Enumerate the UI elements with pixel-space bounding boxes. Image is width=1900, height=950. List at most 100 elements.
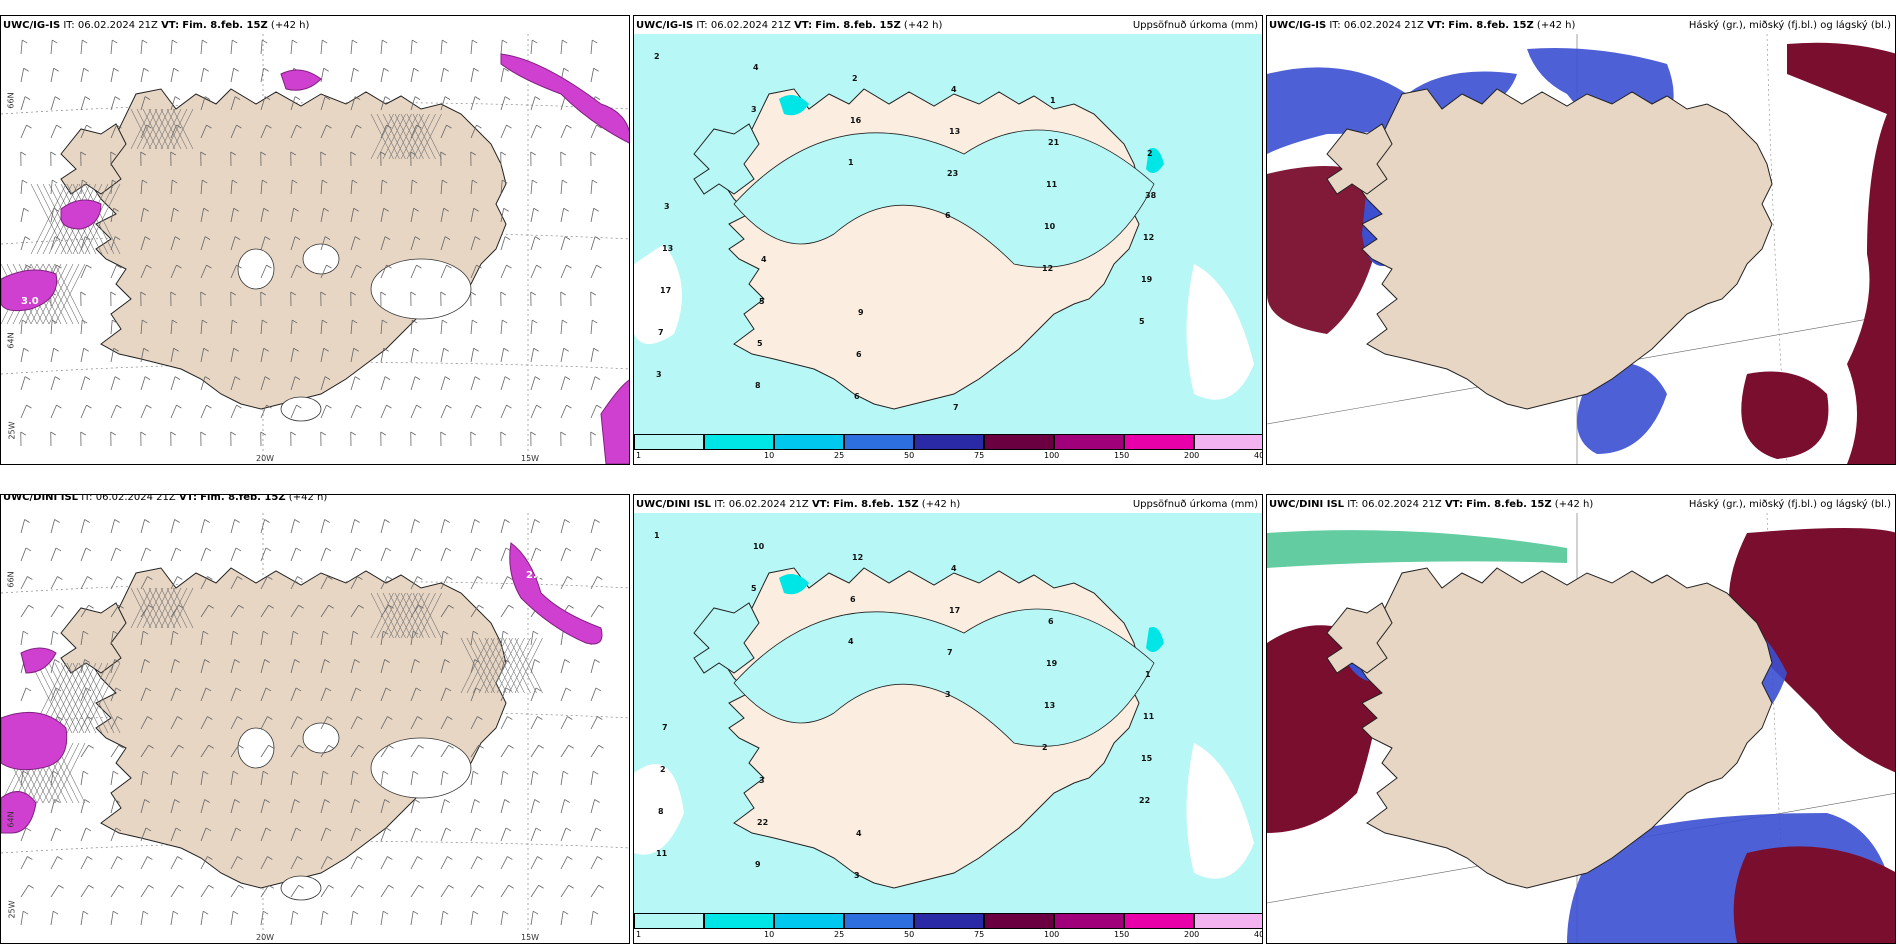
hatch-line — [72, 662, 109, 734]
wind-barb-flag — [172, 910, 179, 915]
panel-title: UWC/IG-IS IT: 06.02.2024 21Z VT: Fim. 8.… — [1269, 20, 1576, 31]
wind-barb — [410, 716, 418, 730]
wind-barb-flag — [264, 236, 271, 240]
wind-barb — [320, 180, 323, 195]
precip-value-label: 5 — [751, 584, 757, 593]
precip-value-label: 23 — [947, 169, 958, 178]
wind-barb-flag — [50, 151, 56, 156]
wind-barb — [110, 40, 113, 55]
wind-barb-flag — [565, 827, 572, 832]
wind-barb-flag — [54, 376, 61, 380]
wind-barb-flag — [350, 151, 356, 156]
wind-barb — [410, 96, 416, 111]
wind-barb-flag — [592, 319, 598, 324]
wind-barb-flag — [174, 376, 181, 380]
wind-barb-flag — [294, 659, 300, 663]
wind-barb-flag — [266, 264, 272, 269]
hatch-line — [142, 587, 164, 629]
wind-barb-flag — [590, 291, 596, 296]
wind-barb — [380, 885, 389, 898]
colorbar-swatch — [984, 913, 1054, 929]
wind-barb-flag — [327, 716, 333, 720]
wind-barb — [470, 404, 477, 419]
wind-barb — [380, 771, 384, 786]
wind-barb-flag — [417, 716, 423, 720]
wind-barb — [350, 745, 359, 758]
wind-barb-flag — [532, 910, 539, 915]
wind-barb-flag — [23, 347, 29, 352]
colorbar-swatch — [844, 913, 914, 929]
wind-barb-flag — [292, 179, 298, 184]
wind-barb-flag — [174, 96, 181, 100]
wind-barb-flag — [234, 96, 241, 100]
hatch-line — [502, 637, 531, 694]
wind-barb-flag — [502, 770, 509, 775]
precip-value-label: 9 — [755, 860, 761, 869]
wind-barb — [110, 771, 114, 786]
wind-barb-flag — [206, 404, 212, 409]
wind-barb-flag — [114, 799, 120, 803]
wind-barb — [230, 771, 234, 786]
wind-barb — [80, 236, 86, 251]
wind-barb-flag — [170, 151, 176, 156]
wind-barb — [500, 799, 506, 814]
colorbar-swatch — [1054, 913, 1124, 929]
wind-barb-flag — [52, 910, 59, 915]
wind-barb — [50, 911, 54, 926]
wind-barb-flag — [290, 431, 296, 436]
colorbar-swatch — [704, 434, 774, 450]
wind-barb-flag — [383, 207, 389, 212]
colorbar-swatch — [634, 913, 704, 929]
wind-barb — [50, 631, 54, 646]
wind-barb — [560, 124, 567, 139]
wind-barb — [170, 547, 177, 562]
wind-barb-flag — [502, 910, 509, 915]
wind-barb-flag — [112, 319, 118, 324]
wind-barb — [440, 771, 444, 786]
wind-barb-flag — [445, 827, 452, 832]
wind-barb-flag — [568, 744, 574, 749]
wind-barb — [80, 771, 84, 786]
wind-barb — [170, 96, 176, 111]
high-cloud-area — [1267, 166, 1387, 334]
wind-barb-flag — [593, 207, 599, 212]
wind-barb — [230, 885, 239, 898]
wind-barb — [500, 320, 503, 335]
wind-barb — [230, 547, 237, 562]
wind-barb-flag — [25, 547, 32, 552]
wind-barb — [380, 519, 386, 534]
wind-barb-flag — [22, 39, 28, 44]
wind-barb-flag — [564, 376, 571, 380]
wind-barb — [50, 519, 56, 534]
wind-barb-flag — [504, 96, 511, 100]
wind-barb-flag — [412, 770, 419, 775]
wind-barb-flag — [446, 124, 452, 129]
wind-barb-flag — [386, 264, 392, 269]
hatch-line — [48, 742, 80, 804]
wind-barb-flag — [477, 716, 483, 720]
wind-barb-flag — [293, 207, 299, 212]
wind-barb — [440, 911, 444, 926]
wind-barb-flag — [142, 319, 148, 324]
wind-barb-flag — [234, 659, 240, 663]
wind-barb-flag — [263, 207, 269, 212]
panel-title: UWC/DINI ISL IT: 06.02.2024 21Z VT: Fim.… — [3, 494, 328, 503]
wind-barb — [410, 208, 415, 223]
wind-barb-flag — [88, 604, 94, 609]
wind-barb — [260, 68, 265, 83]
hatch-line — [160, 108, 182, 150]
wind-barb — [440, 40, 443, 55]
wind-barb — [320, 40, 323, 55]
precip-value-label: 9 — [858, 308, 864, 317]
wind-barb — [530, 631, 534, 646]
wind-barb-flag — [358, 744, 364, 749]
hatch-line — [142, 108, 164, 150]
wind-barb — [50, 771, 54, 786]
wind-barb — [200, 659, 206, 674]
wind-barb — [290, 631, 294, 646]
hatch-line — [166, 108, 188, 150]
wind-barb — [500, 40, 503, 55]
wind-barb — [20, 236, 26, 251]
wind-barb-flag — [117, 576, 123, 580]
wind-barb — [530, 348, 535, 363]
